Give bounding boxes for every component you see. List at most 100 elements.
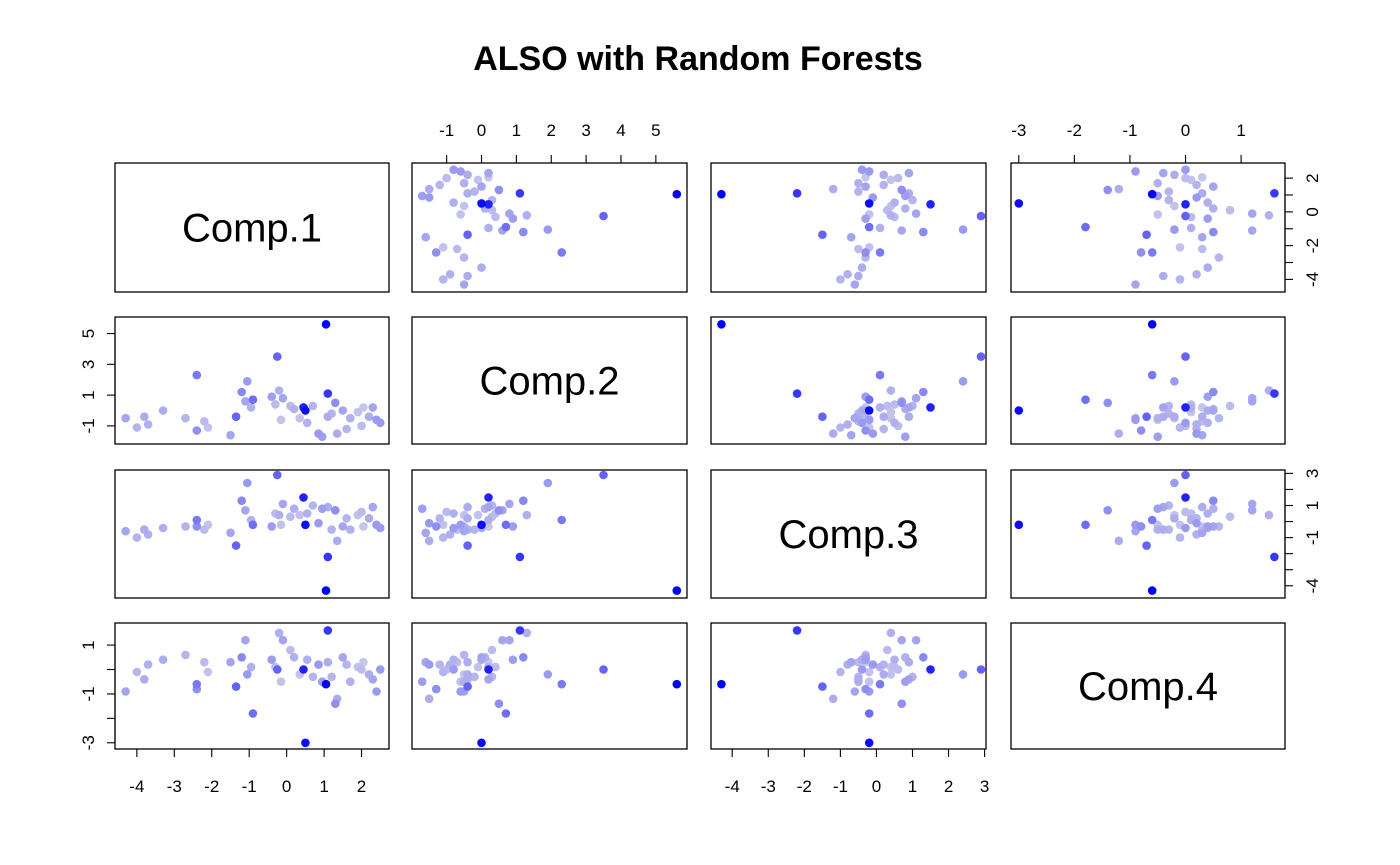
diagonal-label-comp-3: Comp.3 xyxy=(778,513,918,557)
data-point xyxy=(314,660,323,669)
data-point xyxy=(1209,496,1218,506)
tick-label: 0 xyxy=(282,777,291,796)
data-point xyxy=(1114,184,1124,194)
data-point xyxy=(1103,506,1112,515)
data-point xyxy=(424,694,434,704)
data-point xyxy=(132,667,142,677)
data-point xyxy=(267,392,277,402)
tick-label: 0 xyxy=(1181,121,1190,140)
data-point xyxy=(1159,403,1168,412)
tick-label: 0 xyxy=(872,777,881,796)
data-point xyxy=(522,628,532,638)
panel-frame xyxy=(411,316,688,445)
data-point xyxy=(452,244,462,254)
data-point xyxy=(717,320,726,329)
data-point xyxy=(289,404,299,414)
data-point xyxy=(1209,182,1218,191)
data-point xyxy=(1203,214,1212,223)
data-point xyxy=(508,522,518,531)
data-point xyxy=(143,660,153,669)
data-point xyxy=(276,677,286,686)
data-point xyxy=(792,189,802,198)
data-point xyxy=(449,665,458,674)
data-point xyxy=(886,407,896,417)
data-point xyxy=(883,401,892,411)
data-point xyxy=(818,230,827,239)
data-point xyxy=(919,387,928,397)
data-point xyxy=(301,738,310,748)
data-point xyxy=(473,175,483,185)
data-point xyxy=(463,514,472,523)
panel-4-3 xyxy=(710,622,987,750)
panel-frame xyxy=(710,162,987,293)
data-point xyxy=(459,526,469,536)
data-point xyxy=(445,270,455,279)
data-point xyxy=(672,679,682,689)
data-point xyxy=(505,635,514,645)
data-point xyxy=(477,653,486,662)
data-point xyxy=(1181,507,1190,517)
data-point xyxy=(302,655,312,664)
tick-label: 1 xyxy=(908,777,917,796)
data-point xyxy=(515,189,525,198)
data-point xyxy=(438,533,448,542)
data-point xyxy=(484,200,493,209)
panel-1-3 xyxy=(710,162,987,293)
data-point xyxy=(491,212,500,222)
tick-label: 2 xyxy=(1303,173,1322,182)
panel-3-4 xyxy=(1010,469,1286,599)
tick-label: 1 xyxy=(79,640,98,649)
data-point xyxy=(424,536,434,546)
tick-label: 0 xyxy=(1303,207,1322,216)
panel-1-2 xyxy=(411,162,688,293)
data-point xyxy=(1164,195,1174,205)
data-point xyxy=(424,184,434,194)
data-point xyxy=(376,665,385,674)
y-axis-right-comp-1: -4 -2 0 2 xyxy=(1284,173,1322,287)
tick-label: -4 xyxy=(1303,578,1322,593)
data-point xyxy=(875,403,885,412)
data-point xyxy=(672,586,682,595)
data-point xyxy=(515,626,525,635)
data-point xyxy=(868,660,878,669)
data-point xyxy=(1147,515,1157,525)
data-point xyxy=(477,199,486,208)
data-point xyxy=(1081,395,1090,405)
data-point xyxy=(243,377,252,386)
data-point xyxy=(295,413,305,423)
data-point xyxy=(1181,523,1190,533)
panel-frame xyxy=(411,469,688,599)
data-point xyxy=(1247,506,1257,515)
data-point xyxy=(376,418,385,428)
data-point xyxy=(1142,541,1151,550)
data-point xyxy=(519,496,528,506)
data-point xyxy=(331,699,340,708)
data-point xyxy=(494,699,504,708)
data-point xyxy=(1197,502,1207,512)
panel-grid: Comp.1 Comp.2 Comp.3 Comp.4 -1 0 1 2 3 4 5 -3 -2 -1 0 1… xyxy=(79,121,1322,796)
data-point xyxy=(323,626,333,635)
data-point xyxy=(286,645,295,655)
panel-2-2: Comp.2 xyxy=(411,316,688,445)
data-point xyxy=(484,223,493,233)
data-point xyxy=(1197,232,1207,242)
data-point xyxy=(140,675,149,684)
data-point xyxy=(181,650,190,660)
data-point xyxy=(278,499,288,509)
tick-label: -3 xyxy=(1011,121,1026,140)
data-point xyxy=(241,635,250,645)
data-point xyxy=(911,209,921,218)
data-point xyxy=(861,248,870,257)
data-point xyxy=(243,478,252,488)
data-point xyxy=(494,506,504,515)
data-point xyxy=(276,415,286,425)
panel-frame xyxy=(710,622,987,750)
data-point xyxy=(857,165,867,174)
data-point xyxy=(1114,536,1124,546)
data-point xyxy=(904,412,914,422)
data-point xyxy=(1131,167,1140,176)
data-point xyxy=(1136,522,1146,531)
data-point xyxy=(346,525,355,534)
data-point xyxy=(926,200,935,209)
